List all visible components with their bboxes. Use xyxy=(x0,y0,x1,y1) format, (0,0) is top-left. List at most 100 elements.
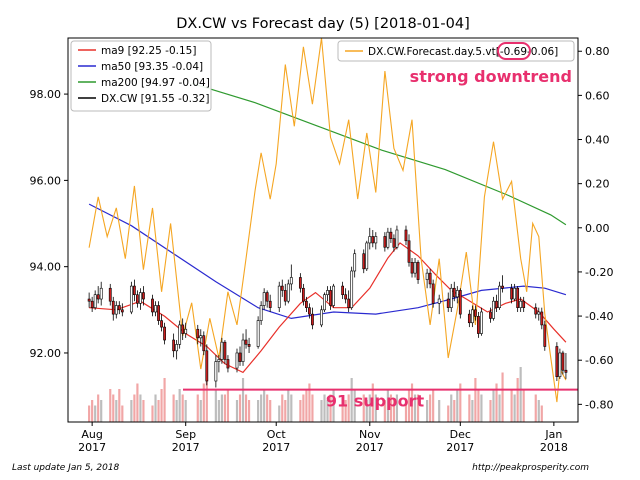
volume-bar xyxy=(438,400,441,422)
legend-right-label-before: DX.CW.Forecast.day.5.vt[ xyxy=(368,46,500,58)
candle-body xyxy=(205,350,209,382)
volume-bar xyxy=(410,383,414,422)
candle-body xyxy=(235,352,239,369)
volume-bar xyxy=(305,389,308,422)
volume-bar xyxy=(278,405,281,422)
x-axis-tick-label: Jan 2018 xyxy=(540,428,568,454)
candle-body xyxy=(534,307,538,315)
volume-bar xyxy=(320,400,323,422)
volume-bar xyxy=(133,394,136,422)
volume-bar xyxy=(456,389,459,422)
candle-body xyxy=(501,285,504,289)
candle-body xyxy=(277,285,281,308)
candle-body xyxy=(120,309,124,313)
volume-bar xyxy=(416,394,420,422)
candle-body xyxy=(350,270,354,308)
candle-body xyxy=(289,277,293,285)
candle-body xyxy=(395,229,399,248)
volume-bar xyxy=(344,400,347,422)
volume-bar xyxy=(453,400,456,422)
candle-body xyxy=(223,341,227,360)
volume-bar xyxy=(181,394,184,422)
candle-body xyxy=(175,344,179,352)
candle-body xyxy=(301,287,305,302)
series-line-ma200 xyxy=(191,82,567,226)
candle-body xyxy=(151,298,154,313)
candle-body xyxy=(96,294,100,300)
candle-body xyxy=(311,313,314,326)
volume-bar xyxy=(495,383,498,422)
candle-body xyxy=(87,298,91,302)
candle-body xyxy=(280,285,284,291)
legend-label: ma200 [94.97 -0.04] xyxy=(101,77,210,89)
candle-body xyxy=(371,236,375,244)
candle-body xyxy=(90,300,94,308)
volume-bar xyxy=(350,378,353,422)
candle-body xyxy=(238,352,242,362)
candle-body xyxy=(416,262,420,280)
volume-bar xyxy=(480,394,483,422)
candle-body xyxy=(392,238,396,248)
volume-bar xyxy=(477,389,480,422)
volume-bar xyxy=(235,400,239,422)
volume-bar xyxy=(97,394,100,422)
volume-bar xyxy=(139,394,142,422)
candle-body xyxy=(241,339,245,362)
volume-bar xyxy=(94,405,97,422)
volume-bar xyxy=(91,400,94,422)
candle-body xyxy=(365,242,369,270)
legend-right-label: DX.CW.Forecast.day.5.vt[-0.69-0.06] xyxy=(368,46,558,58)
candle-body xyxy=(172,339,176,352)
volume-bar xyxy=(287,389,290,422)
volume-bar xyxy=(537,400,540,422)
candle-body xyxy=(320,309,323,326)
legend-label: ma9 [92.25 -0.15] xyxy=(101,45,196,57)
candle-body xyxy=(407,240,411,263)
candle-body xyxy=(477,315,480,334)
candle-body xyxy=(99,287,103,300)
volume-bar xyxy=(302,394,305,422)
candle-body xyxy=(154,305,157,313)
right-axis-tick-label: -0.60 xyxy=(585,354,613,367)
x-axis-tick-label: Nov 2017 xyxy=(356,428,384,454)
candle-body xyxy=(178,324,182,345)
candle-body xyxy=(133,285,136,296)
candle-body xyxy=(114,305,118,315)
left-axis-tick-label: 94.00 xyxy=(30,261,62,274)
candle-body xyxy=(244,339,248,345)
series-line-ma50 xyxy=(88,203,567,320)
left-axis-tick-label: 92.00 xyxy=(30,347,62,360)
volume-bar xyxy=(284,400,287,422)
candle-body xyxy=(537,311,541,315)
candle-body xyxy=(217,359,221,362)
volume-bar xyxy=(100,400,103,422)
candle-body xyxy=(184,328,188,334)
candle-body xyxy=(389,231,393,239)
volume-bar xyxy=(269,400,272,422)
volume-bar xyxy=(118,389,121,422)
volume-bar xyxy=(247,400,251,422)
candle-body xyxy=(452,287,456,298)
volume-bar xyxy=(513,394,516,422)
candle-body xyxy=(265,292,269,302)
volume-bar xyxy=(260,394,263,422)
volume-bar xyxy=(199,400,202,422)
volume-bar xyxy=(214,389,217,422)
right-axis-tick-label: 0.20 xyxy=(585,178,610,191)
volume-bar xyxy=(426,400,429,422)
candle-body xyxy=(498,285,501,308)
candle-body xyxy=(522,300,526,308)
candle-body xyxy=(93,294,97,308)
volume-bar xyxy=(121,405,124,422)
candle-body xyxy=(404,229,408,242)
candle-body xyxy=(196,328,200,339)
volume-bar xyxy=(241,378,245,422)
volume-bar xyxy=(353,389,356,422)
volume-bar xyxy=(112,394,115,422)
volume-bar xyxy=(326,400,329,422)
candle-body xyxy=(283,290,287,302)
legend-right xyxy=(337,40,575,62)
volume-bar xyxy=(323,394,326,422)
candle-body xyxy=(474,309,477,317)
volume-bar xyxy=(266,394,269,422)
